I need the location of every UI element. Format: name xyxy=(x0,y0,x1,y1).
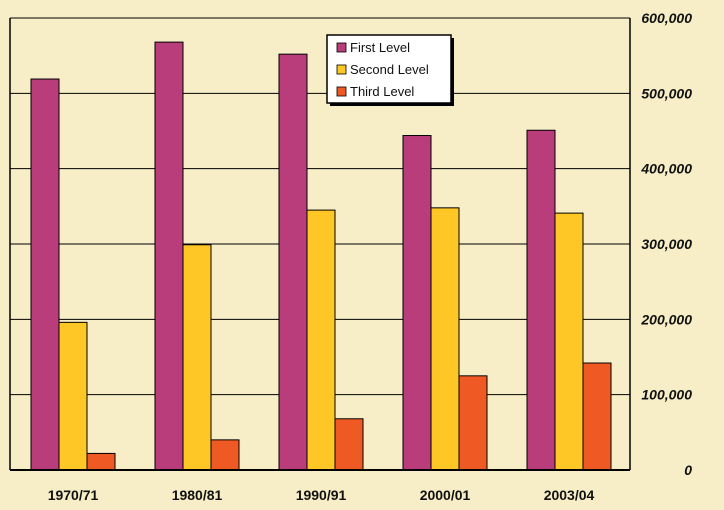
bar-second-level-1980-81 xyxy=(182,244,212,471)
legend-label-1: Second Level xyxy=(350,62,429,77)
bar-first-level-1980-81 xyxy=(154,41,184,471)
bar-third-level-1980-81 xyxy=(210,439,240,471)
legend-label-0: First Level xyxy=(350,40,410,55)
y-tick-label-1: 100,000 xyxy=(641,387,692,403)
bar-first-level-1970-71 xyxy=(30,78,60,471)
x-category-labels: 1970/71 1980/81 1990/91 2000/01 2003/04 xyxy=(48,487,595,503)
y-tick-label-6: 600,000 xyxy=(641,10,692,26)
x-category-label-4: 2003/04 xyxy=(544,487,595,503)
legend-swatch-1 xyxy=(336,64,347,75)
bar-second-level-2003-04 xyxy=(554,212,584,471)
y-tick-labels: 0 100,000 200,000 300,000 400,000 500,000 600,… xyxy=(640,10,692,478)
bar-second-level-1990-91 xyxy=(306,209,336,471)
x-category-label-1: 1980/81 xyxy=(172,487,223,503)
x-category-label-2: 1990/91 xyxy=(296,487,347,503)
axes xyxy=(9,18,631,471)
y-tick-label-0: 0 xyxy=(684,462,692,478)
legend: First Level Second Level Third Level xyxy=(326,34,454,106)
bar-third-level-2003-04 xyxy=(582,362,612,471)
legend-swatch-2 xyxy=(336,86,347,97)
bar-third-level-2000-01 xyxy=(458,375,488,471)
y-tick-label-4: 400,000 xyxy=(640,161,692,177)
bar-second-level-2000-01 xyxy=(430,207,460,471)
bars xyxy=(30,41,612,471)
x-category-label-3: 2000/01 xyxy=(420,487,471,503)
bar-first-level-2003-04 xyxy=(526,129,556,471)
bar-third-level-1990-91 xyxy=(334,418,364,471)
x-category-label-0: 1970/71 xyxy=(48,487,99,503)
y-tick-label-2: 200,000 xyxy=(640,311,692,327)
bar-first-level-1990-91 xyxy=(278,53,308,471)
legend-swatch-0 xyxy=(336,42,347,53)
bar-third-level-1970-71 xyxy=(86,452,116,471)
legend-box xyxy=(326,34,452,104)
y-tick-label-3: 300,000 xyxy=(641,236,692,252)
legend-label-2: Third Level xyxy=(350,84,414,99)
bar-second-level-1970-71 xyxy=(58,321,88,471)
y-tick-label-5: 500,000 xyxy=(641,85,692,101)
bar-first-level-2000-01 xyxy=(402,135,432,471)
